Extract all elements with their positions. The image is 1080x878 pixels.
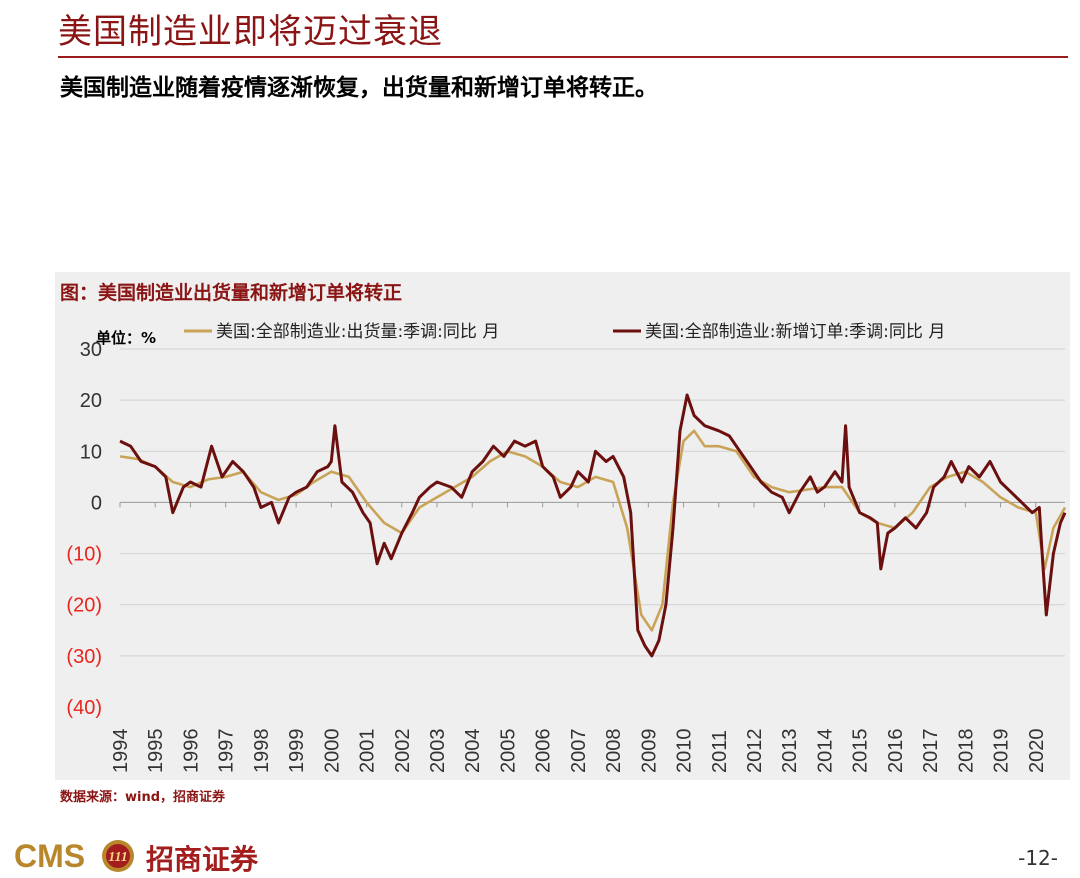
x-tick-label: 2000 (321, 729, 343, 774)
chart-title: 图：美国制造业出货量和新增订单将转正 (60, 282, 403, 304)
x-tick-label: 2017 (920, 729, 942, 774)
x-tick-label: 2007 (568, 729, 590, 774)
x-tick-label: 2019 (991, 729, 1013, 774)
x-tick-label: 2014 (814, 729, 836, 774)
x-tick-label: 1998 (251, 729, 273, 774)
page-title: 美国制造业即将迈过衰退 (58, 12, 443, 52)
series-line-new-orders (119, 393, 1067, 658)
y-tick-label: (20) (66, 595, 102, 617)
x-tick-label: 2018 (955, 729, 977, 774)
x-tick-label: 2010 (674, 729, 696, 774)
y-tick-label: (40) (66, 697, 102, 719)
y-tick-label: (30) (66, 646, 102, 668)
y-tick-label: 20 (80, 390, 102, 412)
y-tick-label: 10 (80, 441, 102, 463)
x-tick-label: 2005 (497, 729, 519, 774)
x-tick-label: 1994 (110, 729, 132, 774)
y-tick-label: (10) (66, 544, 102, 566)
x-tick-label: 2015 (850, 729, 872, 774)
data-source: 数据来源：wind，招商证券 (60, 790, 226, 805)
x-tick-label: 2008 (603, 729, 625, 774)
svg-text:111: 111 (108, 850, 127, 865)
y-tick-label: 0 (91, 492, 102, 514)
x-tick-label: 2009 (638, 729, 660, 774)
x-tick-label: 2016 (885, 729, 907, 774)
x-tick-label: 1995 (145, 729, 167, 774)
title-divider (58, 56, 1068, 58)
x-tick-label: 2012 (744, 729, 766, 774)
x-tick-label: 2002 (392, 729, 414, 774)
chart-panel (55, 272, 1070, 780)
x-tick-label: 2011 (709, 730, 731, 773)
x-tick-label: 1997 (216, 729, 238, 774)
logo-cms-text: CMS (14, 838, 86, 874)
x-tick-label: 2013 (779, 729, 801, 774)
logo-company-name: 招商证券 (146, 843, 259, 876)
x-tick-label: 2020 (1026, 729, 1048, 774)
legend-label-new-orders: 美国:全部制造业:新增订单:季调:同比 月 (645, 322, 945, 342)
logo-emblem-icon: 111 (102, 840, 134, 872)
y-tick-label: 30 (80, 339, 102, 361)
x-tick-label: 2001 (357, 729, 379, 774)
legend-label-shipments: 美国:全部制造业:出货量:季调:同比 月 (216, 322, 499, 342)
page-number: -12- (1018, 846, 1058, 870)
x-tick-label: 1999 (286, 729, 308, 774)
x-tick-label: 1996 (180, 729, 202, 774)
x-tick-label: 2003 (427, 729, 449, 774)
page-subtitle: 美国制造业随着疫情逐渐恢复，出货量和新增订单将转正。 (60, 75, 658, 101)
x-tick-label: 2006 (533, 729, 555, 774)
x-tick-label: 2004 (462, 729, 484, 774)
unit-label: 单位：% (96, 329, 156, 347)
